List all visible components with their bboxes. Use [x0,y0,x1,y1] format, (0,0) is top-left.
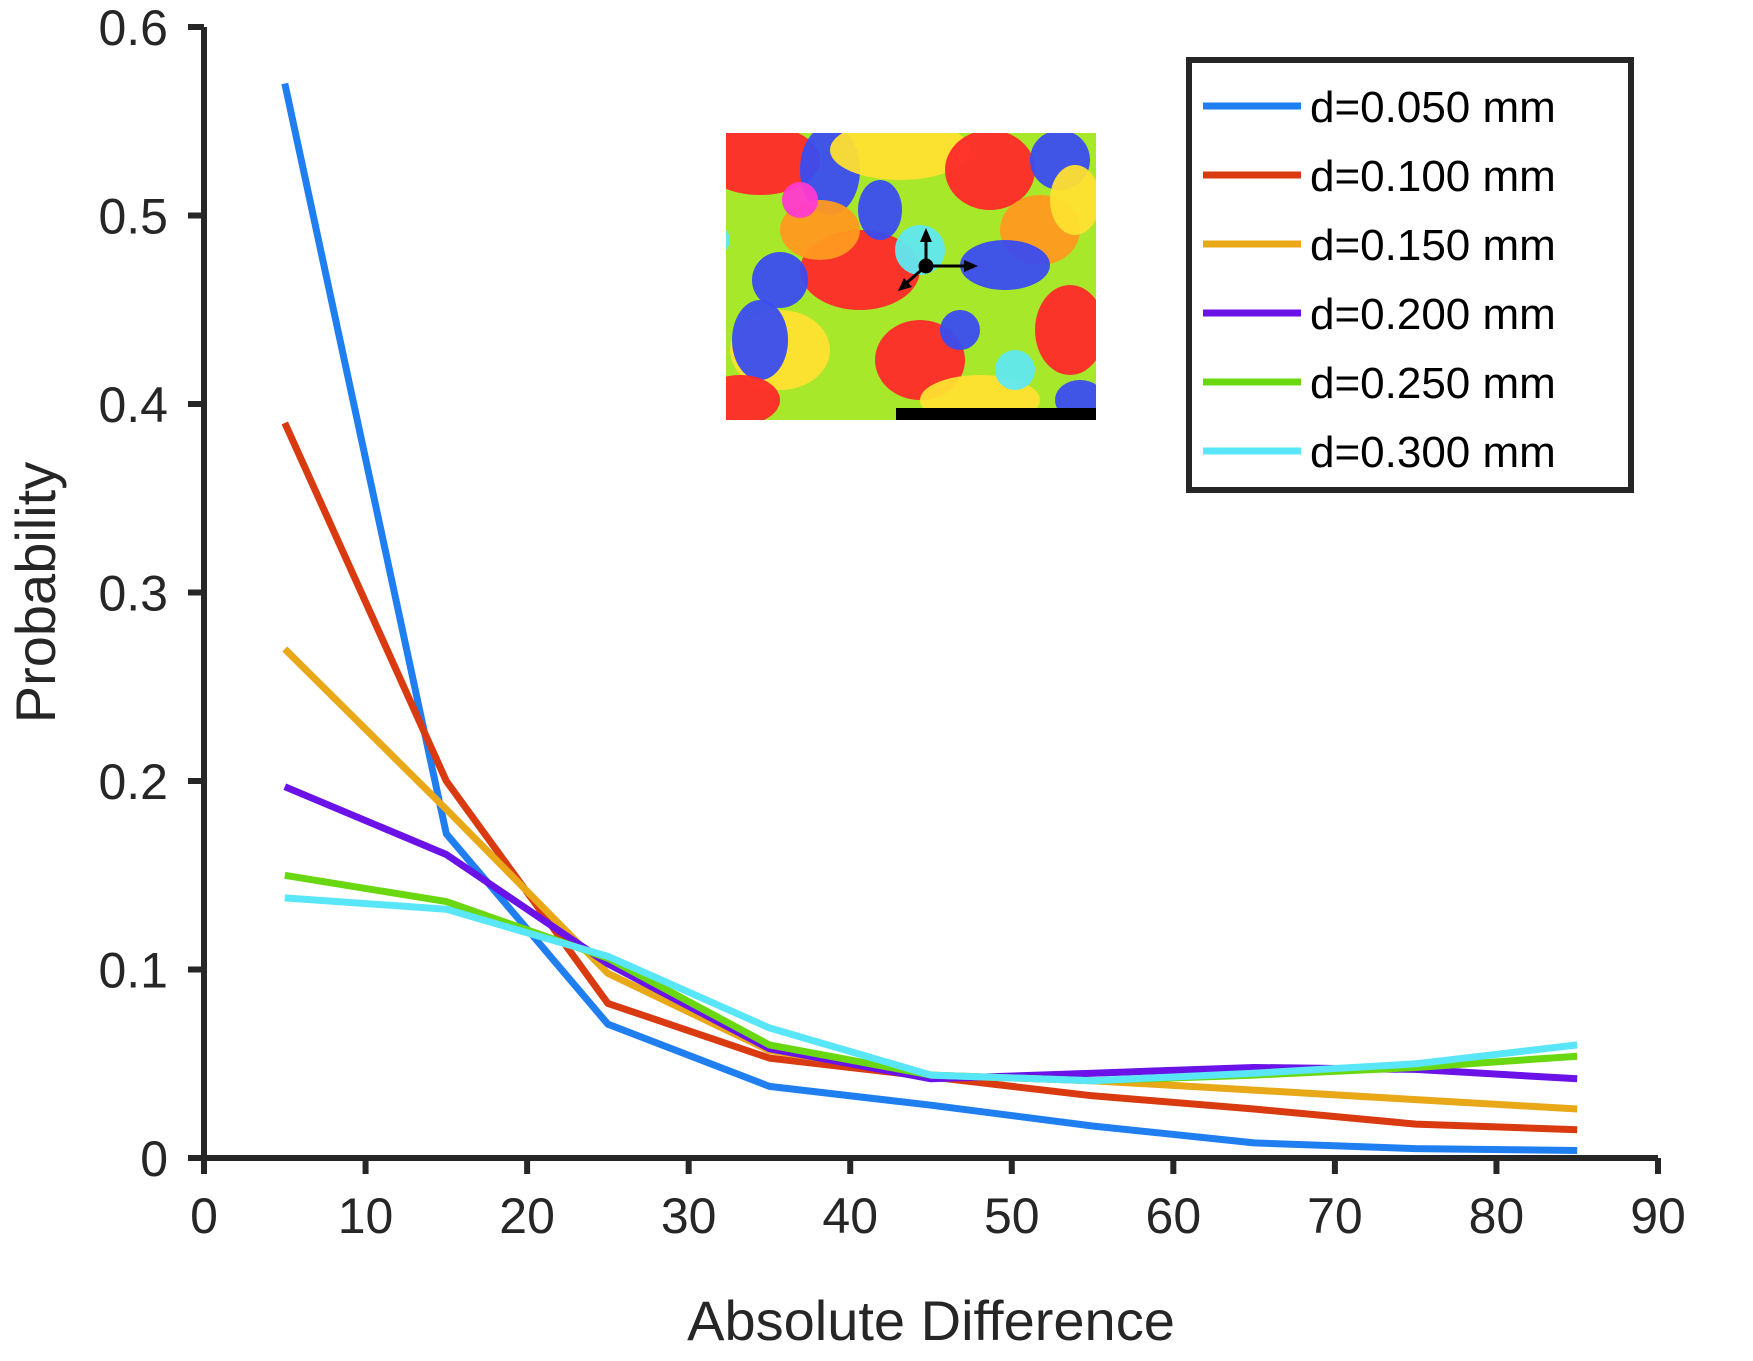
scale-bar [896,408,1096,420]
x-tick-label: 80 [1469,1188,1525,1244]
legend-label: d=0.300 mm [1310,428,1556,477]
legend-item: d=0.300 mm [1203,428,1556,477]
x-tick-label: 40 [822,1188,878,1244]
y-tick-label: 0.3 [98,566,168,622]
y-tick-label: 0.6 [98,0,168,56]
x-tick-label: 60 [1146,1188,1202,1244]
y-tick-label: 0.1 [98,943,168,999]
x-tick-label: 70 [1307,1188,1363,1244]
legend-label: d=0.200 mm [1310,290,1556,339]
series-line-1 [281,82,1578,1154]
legend-item: d=0.250 mm [1203,359,1556,408]
legend-item: d=0.100 mm [1203,152,1556,201]
legend-label: d=0.250 mm [1310,359,1556,408]
x-tick-label: 90 [1630,1188,1686,1244]
series-layer [281,82,1578,1154]
x-tick-label: 50 [984,1188,1040,1244]
y-tick-label: 0.2 [98,754,168,810]
x-tick-label: 30 [661,1188,717,1244]
y-axis-title: Probability [4,462,67,723]
legend-box [1186,57,1634,493]
x-tick-label: 0 [190,1188,218,1244]
y-tick-label: 0 [140,1131,168,1187]
legend: d=0.050 mm d=0.100 mm d=0.150 mm d=0.200 mm… [1186,57,1634,493]
x-tick-label: 20 [499,1188,555,1244]
series-line-6 [284,894,1578,1085]
legend-item: d=0.150 mm [1203,221,1556,270]
legend-item: d=0.050 mm [1203,83,1556,132]
legend-label: d=0.100 mm [1310,152,1556,201]
legend-label: d=0.150 mm [1310,221,1556,270]
legend-item: d=0.200 mm [1203,290,1556,339]
y-tick-label: 0.5 [98,189,168,245]
legend-label: d=0.050 mm [1310,83,1556,132]
inset-image [726,133,1096,420]
y-tick-label: 0.4 [98,377,168,433]
axes: 0 10 20 30 40 50 60 70 80 90 0 0.1 0.2 0.3 0.4 0.5 0.6 Ab… [4,0,1686,1352]
x-tick-label: 10 [338,1188,394,1244]
x-axis-title: Absolute Difference [687,1289,1175,1352]
axis-arrows-icon [898,228,978,291]
